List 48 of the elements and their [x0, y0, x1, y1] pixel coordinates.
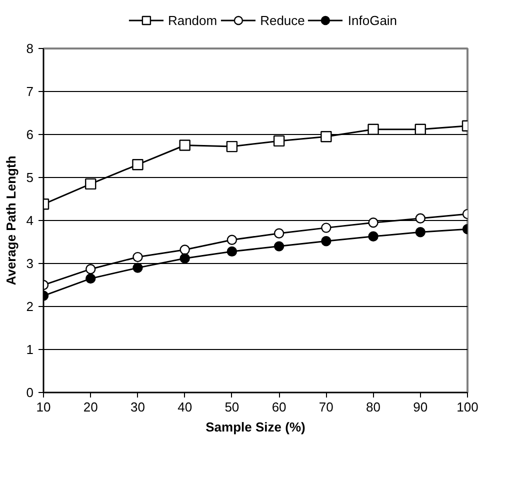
y-tick-label: 7 — [26, 84, 34, 99]
legend-label: Random — [168, 12, 218, 28]
point — [414, 124, 426, 135]
point — [274, 241, 284, 252]
point — [226, 234, 238, 245]
y-axis-title: Average Path Length — [3, 156, 18, 286]
point — [368, 231, 378, 242]
x-tick-label: 50 — [224, 400, 240, 414]
point — [226, 246, 238, 257]
y-tick-label: 6 — [26, 127, 34, 142]
point — [85, 178, 96, 190]
y-tick-label: 4 — [26, 213, 34, 228]
point — [415, 227, 426, 238]
x-tick-label: 20 — [83, 400, 98, 414]
point — [321, 222, 332, 233]
point — [415, 213, 426, 224]
x-tick-label: 70 — [318, 400, 334, 414]
point — [132, 262, 143, 273]
point — [320, 131, 332, 142]
x-axis-title: Sample Size (%) — [206, 420, 306, 434]
y-tick-label: 0 — [26, 385, 34, 400]
y-tick-label: 1 — [26, 342, 34, 357]
point — [274, 228, 284, 238]
point — [368, 218, 378, 228]
point — [368, 124, 379, 135]
x-tick-label: 100 — [456, 400, 478, 414]
x-tick-label: 60 — [272, 400, 286, 414]
point — [132, 252, 143, 262]
point — [86, 264, 96, 274]
x-tick-label: 90 — [413, 400, 428, 414]
y-tick-label: 3 — [26, 256, 34, 271]
y-tick-label: 5 — [26, 170, 34, 185]
point — [226, 140, 238, 152]
legend-label: InfoGain — [348, 12, 398, 28]
point — [180, 244, 190, 255]
x-tick-label: 40 — [178, 400, 192, 414]
point — [132, 159, 144, 170]
point — [273, 135, 285, 147]
x-tick-label: 30 — [130, 400, 145, 414]
point — [179, 140, 190, 151]
x-tick-label: 10 — [36, 400, 51, 414]
point — [86, 273, 96, 284]
point — [180, 253, 190, 264]
point — [321, 236, 332, 246]
legend-label: Reduce — [260, 12, 305, 28]
y-tick-label: 2 — [26, 299, 34, 314]
y-tick-label: 8 — [26, 41, 34, 56]
x-tick-label: 80 — [366, 400, 381, 414]
